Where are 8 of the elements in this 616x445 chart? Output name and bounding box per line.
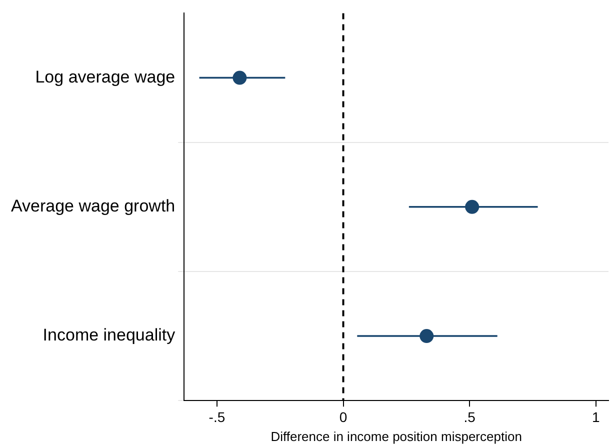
x-tick-label: 1 bbox=[592, 408, 600, 425]
y-tick-label: Average wage growth bbox=[11, 196, 176, 216]
y-tick-label: Income inequality bbox=[42, 326, 176, 345]
x-tick-label: -.5 bbox=[208, 408, 226, 425]
x-axis-title: Difference in income position misperception bbox=[270, 428, 522, 444]
y-tick-label: Log average wage bbox=[35, 67, 176, 86]
x-tick-label: .5 bbox=[464, 408, 476, 425]
x-tick-label: 0 bbox=[339, 408, 348, 425]
